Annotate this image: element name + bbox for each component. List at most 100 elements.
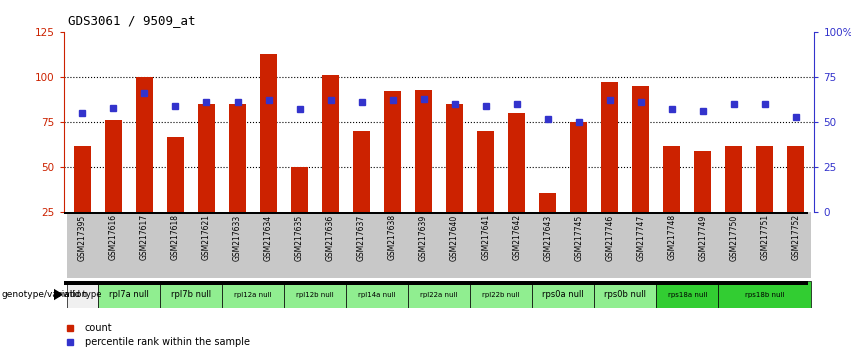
Text: GSM217639: GSM217639 (419, 215, 428, 261)
Text: GSM217747: GSM217747 (637, 215, 645, 261)
Text: rpl7b null: rpl7b null (171, 290, 211, 299)
Bar (570, 122, 587, 212)
Bar (198, 104, 215, 212)
Text: rps18b null: rps18b null (745, 292, 785, 298)
Bar (694, 151, 711, 212)
Bar (64, 210, 808, 215)
Bar (718, 212, 749, 278)
Text: GSM217640: GSM217640 (450, 215, 460, 261)
Text: GSM217634: GSM217634 (264, 215, 273, 261)
Text: GDS3061 / 9509_at: GDS3061 / 9509_at (68, 14, 196, 27)
Bar (160, 212, 191, 278)
Text: wild type: wild type (63, 290, 101, 299)
Bar (260, 53, 277, 212)
Text: GSM217751: GSM217751 (760, 215, 769, 261)
Text: rpl22b null: rpl22b null (483, 292, 520, 298)
Bar (540, 193, 557, 212)
Text: rps18a null: rps18a null (667, 292, 707, 298)
Bar (315, 212, 346, 278)
Text: GSM217643: GSM217643 (543, 215, 552, 261)
Bar (67, 281, 98, 308)
Bar (284, 281, 346, 308)
Bar (501, 212, 532, 278)
Bar (353, 131, 370, 212)
Bar (625, 212, 656, 278)
Bar (780, 212, 811, 278)
Bar (601, 82, 618, 212)
Bar (408, 212, 439, 278)
Bar (229, 104, 246, 212)
Bar (98, 281, 160, 308)
Bar (136, 77, 153, 212)
Bar (470, 212, 501, 278)
Bar (129, 212, 160, 278)
Bar (439, 212, 470, 278)
Bar (222, 212, 253, 278)
Bar (253, 212, 284, 278)
Bar (160, 281, 222, 308)
Text: GSM217642: GSM217642 (512, 215, 521, 261)
Bar (594, 212, 625, 278)
Text: percentile rank within the sample: percentile rank within the sample (85, 337, 250, 348)
Text: rpl7a null: rpl7a null (109, 290, 149, 299)
Text: GSM217638: GSM217638 (388, 215, 397, 261)
Bar (563, 212, 594, 278)
Text: count: count (85, 322, 112, 332)
Text: GSM217746: GSM217746 (605, 215, 614, 261)
Bar (167, 137, 184, 212)
Text: GSM217750: GSM217750 (729, 215, 739, 261)
Bar (787, 145, 804, 212)
Bar (532, 281, 594, 308)
Polygon shape (54, 290, 62, 299)
Bar (284, 212, 315, 278)
Bar (74, 145, 91, 212)
Bar (377, 212, 408, 278)
Text: GSM217745: GSM217745 (574, 215, 583, 261)
Bar (656, 212, 688, 278)
Text: GSM217748: GSM217748 (667, 215, 677, 261)
Bar (191, 212, 222, 278)
Text: GSM217616: GSM217616 (109, 215, 118, 261)
Bar (222, 281, 284, 308)
Text: rpl22a null: rpl22a null (420, 292, 458, 298)
Text: GSM217641: GSM217641 (481, 215, 490, 261)
Bar (656, 281, 718, 308)
Bar (415, 90, 432, 212)
Bar (725, 145, 742, 212)
Text: rpl14a null: rpl14a null (358, 292, 396, 298)
Bar (594, 281, 656, 308)
Bar (470, 281, 532, 308)
Bar (105, 120, 122, 212)
Bar (64, 281, 808, 285)
Text: GSM217752: GSM217752 (791, 215, 800, 261)
Bar (408, 281, 470, 308)
Text: GSM217617: GSM217617 (140, 215, 149, 261)
Text: genotype/variation: genotype/variation (2, 290, 88, 299)
Text: GSM217637: GSM217637 (357, 215, 366, 261)
Bar (346, 212, 377, 278)
Bar (98, 212, 129, 278)
Text: rps0b null: rps0b null (604, 290, 646, 299)
Bar (749, 212, 780, 278)
Bar (384, 91, 401, 212)
Text: GSM217749: GSM217749 (699, 215, 707, 261)
Text: rpl12a null: rpl12a null (234, 292, 271, 298)
Text: GSM217635: GSM217635 (295, 215, 304, 261)
Bar (291, 167, 308, 212)
Bar (508, 113, 525, 212)
Text: GSM217395: GSM217395 (78, 215, 87, 261)
Bar (322, 75, 339, 212)
Bar (67, 212, 98, 278)
Text: GSM217621: GSM217621 (202, 215, 211, 260)
Bar (688, 212, 718, 278)
Text: GSM217618: GSM217618 (171, 215, 180, 260)
Bar (663, 145, 680, 212)
Bar (346, 281, 408, 308)
Bar (757, 145, 774, 212)
Bar (532, 212, 563, 278)
Bar (632, 86, 649, 212)
Text: rps0a null: rps0a null (542, 290, 584, 299)
Bar (477, 131, 494, 212)
Text: rpl12b null: rpl12b null (296, 292, 334, 298)
Bar (446, 104, 463, 212)
